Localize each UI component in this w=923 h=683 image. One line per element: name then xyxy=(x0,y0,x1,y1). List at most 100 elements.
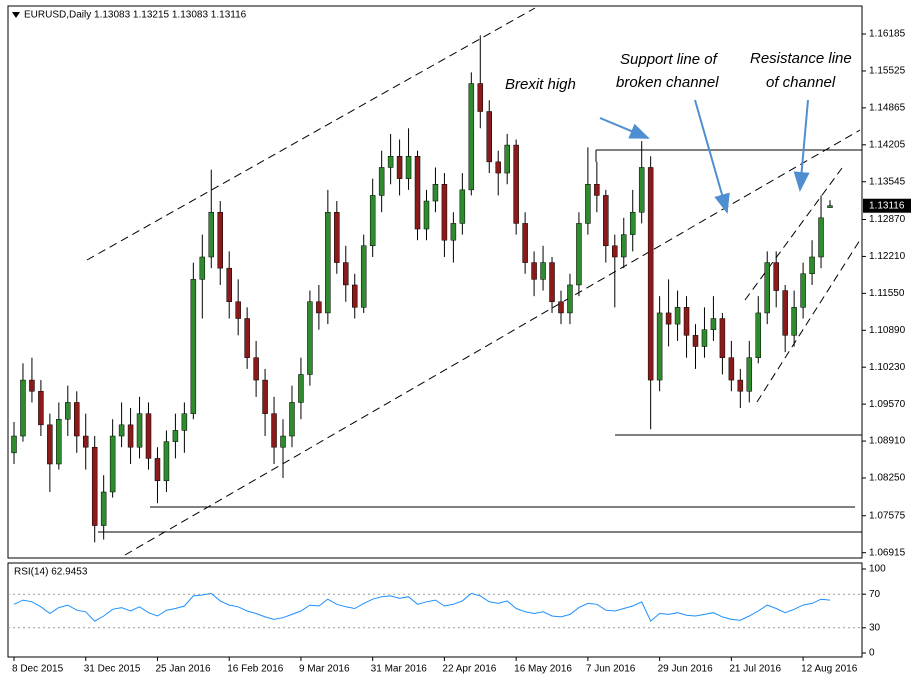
price-label: 1.13116 xyxy=(869,200,905,211)
annotation: Support line of xyxy=(620,51,719,68)
candle-body xyxy=(118,424,125,437)
candle-body xyxy=(396,156,403,179)
candle-body xyxy=(163,441,170,482)
annotation: Brexit high xyxy=(505,76,576,93)
small-channel-upper xyxy=(744,167,843,301)
arrows xyxy=(599,99,810,214)
price-label-box xyxy=(863,198,911,213)
candle-body xyxy=(809,256,815,275)
candle-body xyxy=(764,262,770,314)
candle-body xyxy=(208,211,215,258)
candle-body xyxy=(513,144,519,224)
x-tick-label: 31 Dec 2015 xyxy=(84,664,141,675)
candle-body xyxy=(405,156,412,179)
candle-body xyxy=(665,312,672,325)
small-channel-lower xyxy=(756,239,861,403)
candle-body xyxy=(100,491,107,526)
candle-body xyxy=(244,318,250,358)
candle-body xyxy=(56,418,62,465)
candle-body xyxy=(629,211,636,235)
candle-body xyxy=(800,273,806,308)
candle-body xyxy=(351,284,358,308)
candle-body xyxy=(38,391,44,426)
candle-body xyxy=(145,413,152,459)
x-tick-label: 21 Jul 2016 xyxy=(729,664,781,675)
candle-body xyxy=(638,167,645,213)
candle-body xyxy=(298,374,304,403)
y-tick-label: 1.14865 xyxy=(869,103,906,114)
candle-body xyxy=(549,262,555,302)
candle-body xyxy=(612,245,618,258)
price-frame xyxy=(7,5,863,559)
candle-body xyxy=(369,195,376,247)
x-tick-label: 16 Feb 2016 xyxy=(227,664,284,675)
candle-body xyxy=(719,318,726,358)
rsi-line xyxy=(13,592,831,622)
candle-body xyxy=(172,430,179,442)
candle-body xyxy=(594,183,600,196)
candle-body xyxy=(136,413,143,448)
x-tick-label: 29 Jun 2016 xyxy=(658,664,713,675)
x-tick-label: 25 Jan 2016 xyxy=(155,664,210,675)
candle-body xyxy=(450,223,457,241)
y-tick-label: 1.09570 xyxy=(869,399,906,410)
candle-body xyxy=(307,301,313,375)
candle-body xyxy=(558,301,564,314)
candle-body xyxy=(540,262,546,280)
y-tick-label: 1.08910 xyxy=(869,436,906,447)
candle-body xyxy=(782,290,788,336)
candle-body xyxy=(378,167,385,196)
candle-body xyxy=(20,379,26,437)
candle-body xyxy=(728,357,735,381)
rsi-frame xyxy=(7,562,863,658)
candle-body xyxy=(11,435,17,454)
x-tick-label: 9 Mar 2016 xyxy=(299,664,350,675)
candle-body xyxy=(441,183,448,241)
candle-body xyxy=(603,195,609,247)
x-tick-label: 12 Aug 2016 xyxy=(801,664,858,675)
candle-body xyxy=(621,234,627,258)
candle-body xyxy=(710,318,717,330)
candle-body xyxy=(217,211,223,269)
candle-body xyxy=(773,262,779,291)
y-tick-label: 70 xyxy=(869,589,881,600)
y-tick-label: 1.16185 xyxy=(869,29,906,40)
candle-body xyxy=(432,183,439,202)
candle-body xyxy=(468,83,475,191)
candle-body xyxy=(531,262,537,280)
candle-body xyxy=(414,156,421,230)
candle-body xyxy=(360,245,367,308)
y-tick-label: 1.10230 xyxy=(869,362,906,373)
candle-body xyxy=(459,189,466,224)
candle-body xyxy=(91,446,98,526)
annotation: broken channel xyxy=(616,74,719,91)
y-tick-label: 1.06915 xyxy=(869,547,906,558)
annotation: of channel xyxy=(766,74,836,91)
candle-body xyxy=(656,312,663,381)
candle-body xyxy=(262,379,268,414)
y-tick-label: 1.14205 xyxy=(869,139,906,150)
arrow xyxy=(793,99,810,192)
y-tick-label: 1.07575 xyxy=(869,510,906,521)
candle-body xyxy=(154,458,161,482)
y-tick-label: 30 xyxy=(869,622,881,633)
y-tick-label: 1.15525 xyxy=(869,66,906,77)
y-tick-label: 1.12870 xyxy=(869,214,906,225)
rsi-title: RSI(14) 62.9453 xyxy=(14,567,88,578)
candle-body xyxy=(190,279,197,414)
candle-body xyxy=(701,329,708,347)
candle-body xyxy=(29,379,35,392)
candle-body xyxy=(226,267,232,302)
x-tick-label: 31 Mar 2016 xyxy=(371,664,428,675)
annotation: Resistance line xyxy=(750,50,852,67)
candle-body xyxy=(74,402,80,437)
candle-body xyxy=(334,211,340,263)
candle-body xyxy=(280,435,286,448)
candle-body xyxy=(477,83,484,112)
candle-body xyxy=(647,167,654,381)
candle-body xyxy=(486,111,493,163)
y-tick-label: 100 xyxy=(869,564,886,575)
candle-body xyxy=(755,312,762,358)
